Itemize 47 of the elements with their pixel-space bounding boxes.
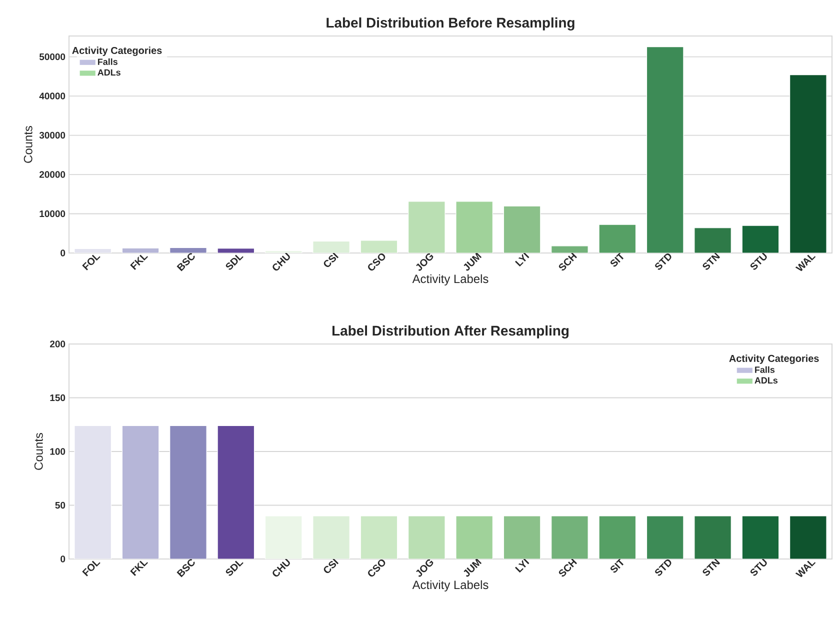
bar — [360, 240, 398, 253]
x-tick-label: WAL — [795, 254, 816, 272]
x-tick-label: SDL — [226, 254, 244, 270]
x-tick-label: STD — [655, 560, 672, 576]
x-tick-label: FKL — [130, 254, 148, 270]
legend-title: Activity Categories — [72, 46, 162, 56]
x-tick-label: SIT — [610, 558, 624, 573]
y-tick-label: 0 — [60, 250, 66, 256]
y-axis-title: Counts — [24, 126, 32, 163]
y-tick-label: 50 — [55, 502, 66, 509]
legend-label: ADLs — [754, 377, 778, 384]
bar — [551, 246, 588, 253]
x-axis-title: Activity Labels — [412, 274, 488, 286]
x-tick-label: SIT — [610, 252, 624, 267]
legend-title: Activity Categories — [729, 354, 819, 364]
bar — [408, 201, 446, 253]
y-tick-label: 10000 — [40, 210, 66, 218]
x-tick-label: FOL — [82, 254, 100, 270]
bar — [74, 248, 112, 253]
legend-label: Falls — [755, 366, 775, 373]
bar — [790, 74, 827, 253]
x-tick-label: FOL — [82, 560, 100, 576]
bar — [694, 228, 732, 253]
y-tick-label: 150 — [50, 394, 66, 402]
chart-title: Label Distribution After Resampling — [332, 325, 569, 338]
y-tick-label: 0 — [60, 556, 66, 562]
x-tick-label: WAL — [795, 560, 816, 578]
y-tick-label: 200 — [50, 340, 66, 348]
x-tick-label: LYI — [515, 558, 530, 573]
bar — [170, 247, 207, 253]
y-tick-label: 100 — [50, 448, 66, 455]
x-tick-label: FKL — [130, 560, 148, 576]
y-tick-label: 20000 — [39, 171, 66, 178]
x-tick-label: STD — [655, 254, 672, 270]
bar — [646, 46, 684, 253]
legend-label: Falls — [98, 58, 118, 65]
y-tick-label: 50000 — [39, 53, 66, 60]
y-tick-label: 40000 — [39, 92, 66, 100]
chart-title: Label Distribution Before Resampling — [326, 17, 574, 30]
y-tick-label: 30000 — [39, 132, 66, 139]
x-axis-title: Activity Labels — [412, 580, 488, 592]
y-axis-title: Counts — [34, 432, 43, 470]
x-tick-label: LYI — [515, 252, 530, 267]
x-tick-label: CSI — [324, 558, 339, 574]
x-tick-label: CSI — [324, 252, 339, 268]
x-tick-label: SDL — [226, 560, 244, 576]
legend-label: ADLs — [98, 69, 120, 76]
